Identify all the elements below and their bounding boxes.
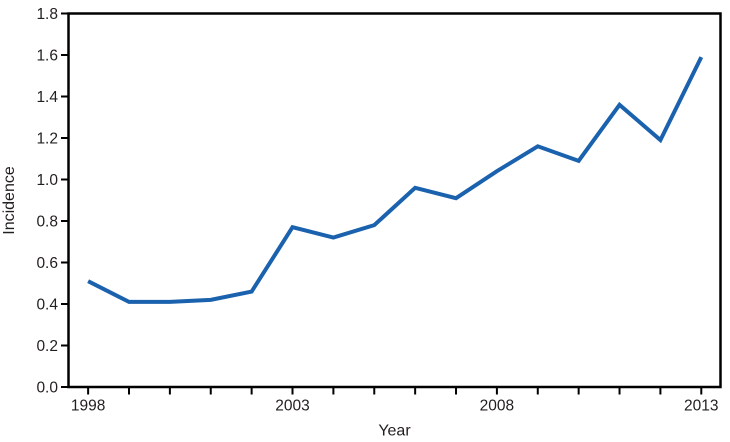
y-tick-label: 1.8 [36,6,58,23]
x-tick-label: 2003 [275,398,309,415]
x-axis-title: Year [378,423,411,440]
y-tick-label: 0.8 [36,214,58,231]
y-axis-title: Incidence [1,166,18,235]
y-tick-label: 1.0 [36,172,58,189]
x-tick-label: 2008 [480,398,514,415]
y-tick-label: 1.6 [36,48,58,65]
y-tick-label: 1.2 [36,131,58,148]
y-tick-label: 0.4 [36,297,58,314]
incidence-series-line [87,56,704,304]
y-tick-label: 0.2 [36,338,58,355]
x-tick-label: 1998 [71,398,105,415]
y-tick-label: 0.6 [36,255,58,272]
y-tick-label: 0.0 [36,380,58,397]
y-tick-label: 1.4 [36,89,58,106]
plot-frame [67,12,722,389]
x-tick-label: 2013 [684,398,718,415]
